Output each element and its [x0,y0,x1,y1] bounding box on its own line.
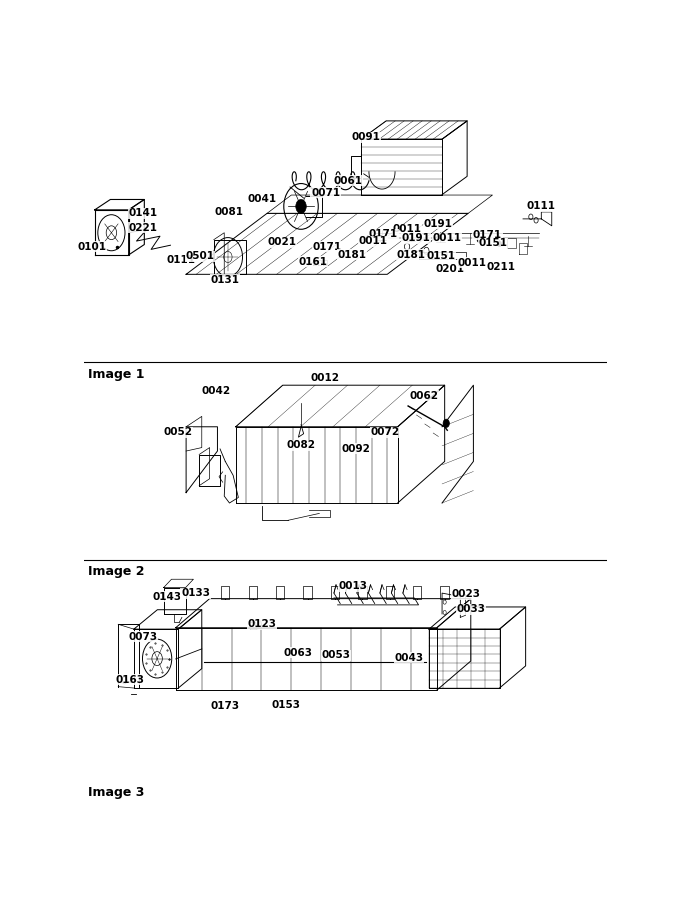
Circle shape [477,237,481,242]
Text: 0042: 0042 [202,386,231,396]
Text: 0111: 0111 [527,202,556,211]
Text: 0081: 0081 [215,207,244,217]
Text: 0131: 0131 [211,274,240,285]
Text: 0011: 0011 [358,236,387,246]
Text: 0053: 0053 [321,651,350,661]
Text: 0091: 0091 [352,132,381,142]
Text: 0173: 0173 [211,701,240,711]
Text: 0062: 0062 [409,391,438,401]
Text: 0011: 0011 [392,224,421,234]
Text: 0072: 0072 [370,428,399,437]
Text: 0201: 0201 [435,264,464,274]
Text: 0163: 0163 [116,675,145,685]
Text: 0191: 0191 [423,219,452,229]
Text: 0143: 0143 [152,591,181,601]
Circle shape [296,200,306,213]
Text: Image 2: Image 2 [88,565,145,579]
Text: 0043: 0043 [394,652,424,662]
Text: 0181: 0181 [396,250,425,260]
Text: 0073: 0073 [128,632,157,642]
Text: 0023: 0023 [451,590,480,599]
Text: 0011: 0011 [458,257,487,267]
Text: 0101: 0101 [78,241,106,252]
Text: 0033: 0033 [456,604,485,614]
Circle shape [497,241,501,247]
Text: 0133: 0133 [181,588,210,598]
Text: 0501: 0501 [186,251,215,261]
Text: 0021: 0021 [267,238,296,248]
Text: 0063: 0063 [284,648,313,658]
Text: 0123: 0123 [247,619,276,629]
Circle shape [443,419,450,428]
Text: 0161: 0161 [299,256,328,266]
Text: Image 1: Image 1 [88,368,145,381]
Text: 0111: 0111 [166,256,195,266]
Text: 0151: 0151 [479,238,508,248]
Text: 0061: 0061 [334,176,363,185]
Text: 0191: 0191 [402,233,431,243]
Text: 0071: 0071 [311,187,340,197]
Text: 0171: 0171 [473,230,502,239]
Text: 0011: 0011 [433,233,462,243]
Text: 0171: 0171 [313,241,342,252]
Text: 0181: 0181 [338,250,367,260]
Text: 0211: 0211 [487,263,516,273]
Text: 0092: 0092 [342,444,370,454]
Text: 0041: 0041 [247,194,276,204]
Text: 0221: 0221 [128,223,157,233]
Text: 0141: 0141 [128,208,157,219]
Text: 0013: 0013 [339,581,368,591]
Text: Image 3: Image 3 [88,786,145,799]
Text: 0171: 0171 [369,230,398,239]
Text: 0153: 0153 [272,700,301,710]
Text: 0012: 0012 [310,374,339,383]
Text: 0151: 0151 [427,251,456,261]
Text: 0052: 0052 [164,428,193,437]
Text: 0082: 0082 [286,440,315,451]
